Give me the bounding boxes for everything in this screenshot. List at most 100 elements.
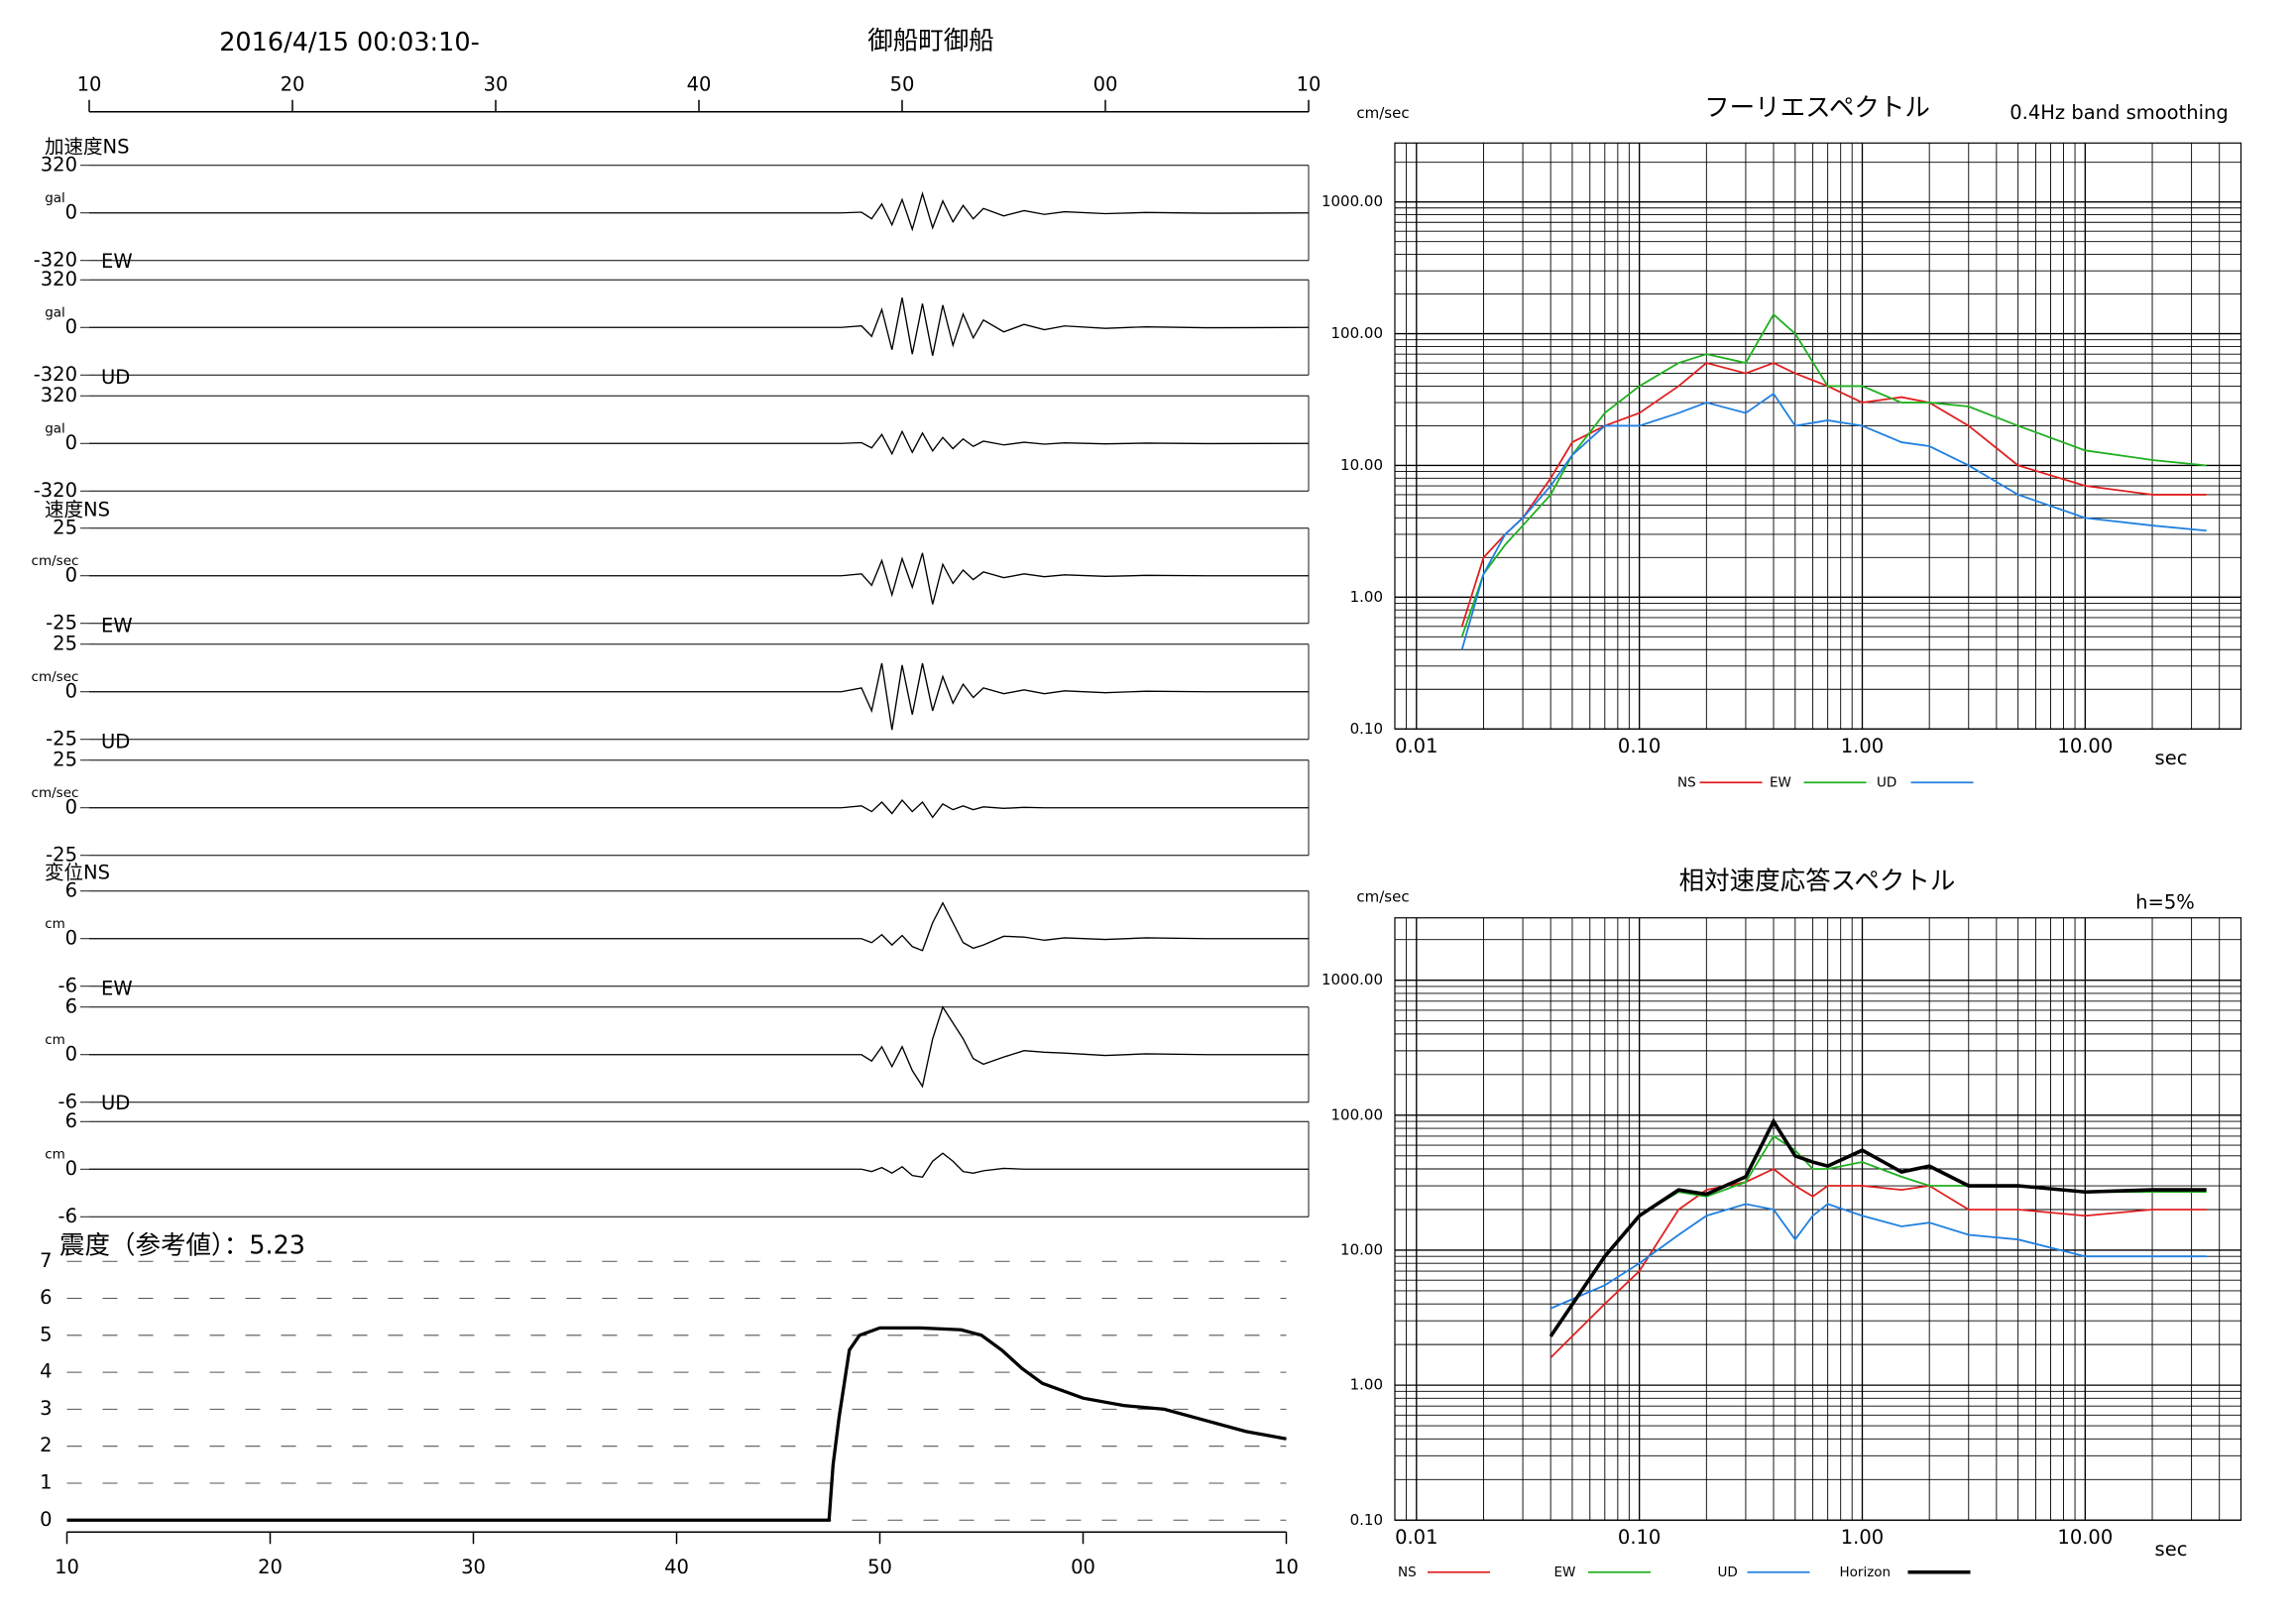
y-unit: cm [45,916,65,932]
panel-label: 加速度NS [45,135,129,158]
y-tick-label: -320 [34,363,77,386]
x-tick-label: 10.00 [2057,735,2113,757]
panel-label: EW [101,250,133,273]
y-tick-label: 320 [41,384,77,406]
y-tick-label: -320 [34,248,77,271]
data-line [1460,362,2207,628]
y-tick-label: 25 [53,516,77,538]
panel-label: 速度NS [45,498,110,521]
y-unit: gal [45,304,65,320]
panel-label: UD [101,730,130,753]
data-line [1460,392,2207,650]
datetime: 2016/4/15 00:03:10- [219,28,480,58]
y-tick-label: 0 [65,926,77,949]
panel-label: EW [101,614,133,637]
y-tick-label: 1.00 [1350,1376,1383,1394]
y-tick-label: 10.00 [1340,1240,1383,1258]
y-tick-label: 7 [40,1249,52,1272]
data-line [1549,1117,2207,1337]
station: 御船町御船 [867,26,994,56]
y-tick-label: 6 [40,1286,52,1309]
y-tick-label: -25 [46,611,77,634]
y-tick-label: 25 [53,748,77,770]
data-line [89,429,1310,456]
y-tick-label: -6 [58,1205,77,1227]
x-unit: sec [2155,747,2188,769]
data-line [1550,1203,2207,1310]
data-line [66,1326,1287,1522]
intensity-title: 震度（参考値）：5.23 [59,1230,305,1260]
y-tick-label: 0.10 [1350,720,1383,738]
y-tick-label: -25 [46,727,77,750]
data-line [89,1152,1309,1178]
x-tick-label: 10 [1274,1556,1299,1578]
x-tick-label: 1.00 [1841,735,1884,757]
x-tick-label: 30 [484,72,509,95]
spectrum-title: フーリエスペクトル [1704,93,1930,123]
spectrum-subtitle: h=5% [2135,890,2195,913]
y-tick-label: 320 [41,153,77,175]
y-tick-label: 0.10 [1350,1511,1383,1529]
y-unit: cm/sec [32,785,79,801]
x-tick-label: 50 [890,72,915,95]
y-tick-label: -6 [58,974,77,996]
y-tick-label: 1000.00 [1321,971,1383,988]
x-tick-label: 10 [77,72,102,95]
y-tick-label: 0 [65,315,77,338]
legend-label: NS [1677,774,1696,790]
panel-label: UD [101,366,130,389]
x-tick-label: 50 [867,1556,892,1578]
data-line [89,799,1309,819]
legend-label: UD [1877,774,1896,790]
y-tick-label: 1000.00 [1321,192,1383,210]
x-tick-label: 40 [687,72,712,95]
y-unit: gal [45,190,65,206]
data-line [89,901,1309,952]
legend-label: NS [1398,1565,1417,1580]
y-tick-label: 0 [65,795,77,818]
data-line [89,190,1310,232]
y-unit: cm [45,1146,65,1162]
y-tick-label: 100.00 [1331,1105,1384,1123]
y-unit: cm/sec [32,553,79,569]
y-tick-label: 0 [65,431,77,454]
y-tick-label: 10.00 [1340,456,1383,474]
panel-label: UD [101,1092,130,1114]
y-tick-label: 0 [65,679,77,702]
x-tick-label: 1.00 [1841,1526,1884,1549]
y-tick-label: 5 [40,1323,52,1345]
y-tick-label: 2 [40,1434,52,1456]
x-tick-label: 20 [258,1556,283,1578]
y-tick-label: 0 [40,1508,52,1531]
y-tick-label: 0 [65,1157,77,1180]
y-tick-label: 0 [65,1042,77,1065]
y-tick-label: 6 [65,994,77,1017]
legend-label: EW [1770,774,1791,790]
y-unit: cm/sec [1356,104,1409,122]
data-line [1550,1167,2207,1358]
y-unit: cm/sec [1356,887,1409,905]
y-tick-label: 6 [65,1109,77,1132]
x-tick-label: 20 [281,72,305,95]
legend-label: EW [1554,1565,1576,1580]
data-line [89,662,1309,731]
y-tick-label: 6 [65,878,77,901]
legend-label: Horizon [1840,1565,1892,1580]
x-unit: sec [2155,1538,2188,1561]
y-tick-label: -320 [34,479,77,502]
y-unit: cm/sec [32,669,79,685]
data-line [89,552,1309,605]
y-tick-label: -25 [46,843,77,866]
x-tick-label: 10 [1297,72,1321,95]
data-line [89,297,1310,356]
x-tick-label: 30 [461,1556,486,1578]
y-tick-label: 4 [40,1360,52,1383]
y-tick-label: 0 [65,563,77,586]
x-tick-label: 00 [1071,1556,1095,1578]
y-tick-label: 3 [40,1397,52,1420]
panel-label: EW [101,977,133,999]
x-tick-label: 0.10 [1618,735,1661,757]
y-tick-label: 320 [41,268,77,290]
